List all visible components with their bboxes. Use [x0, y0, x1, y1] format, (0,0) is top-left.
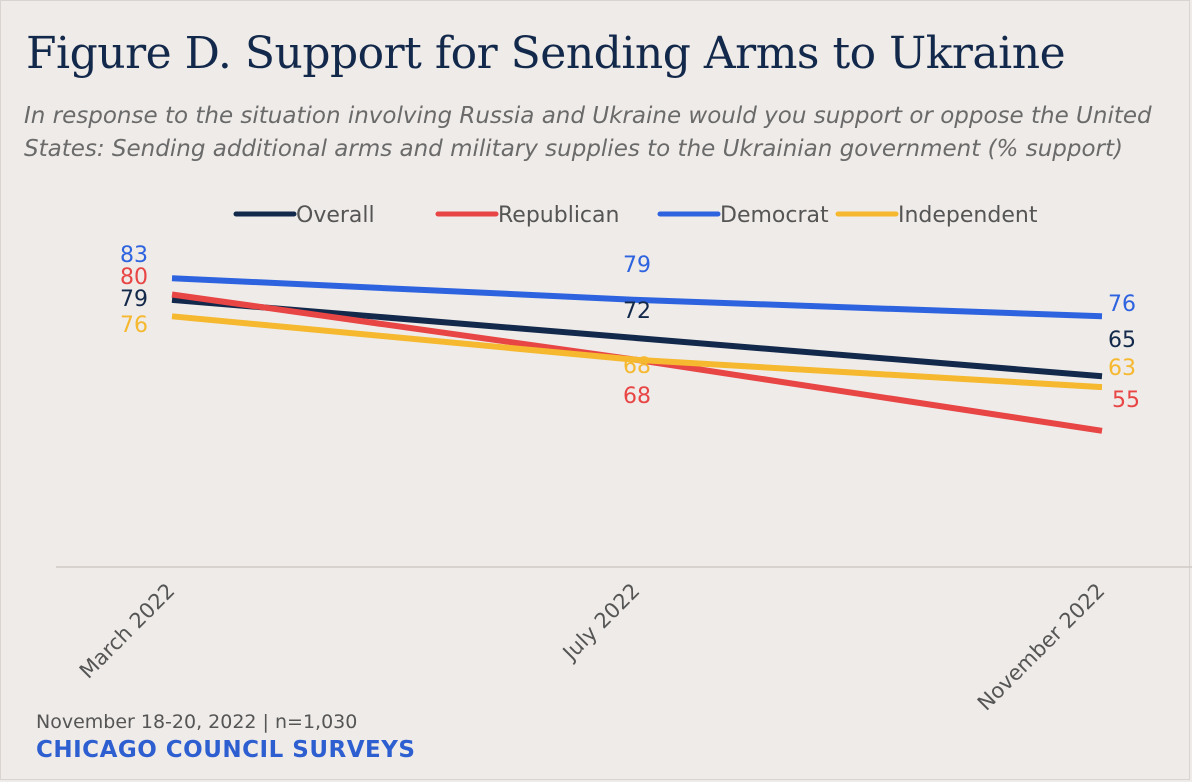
data-label-independent-july-2022: 68 [623, 354, 651, 379]
x-tick-label-march-2022: March 2022 [75, 579, 180, 684]
data-label-democrat-november-2022: 76 [1108, 292, 1136, 317]
legend-label-republican: Republican [498, 203, 619, 228]
data-label-independent-march-2022: 76 [120, 313, 148, 338]
data-label-overall-november-2022: 65 [1108, 328, 1136, 353]
series-line-democrat [171, 275, 1103, 320]
series-line-overall [171, 296, 1103, 380]
data-label-republican-march-2022: 80 [120, 265, 148, 290]
data-label-republican-november-2022: 55 [1112, 388, 1140, 413]
data-label-republican-july-2022: 68 [623, 384, 651, 409]
x-tick-label-july-2022: July 2022 [557, 579, 645, 667]
chart-title: Figure D. Support for Sending Arms to Uk… [26, 28, 1066, 79]
chart-subtitle: In response to the situation involving R… [24, 103, 1152, 162]
x-tick-label-november-2022: November 2022 [973, 579, 1110, 716]
data-label-overall-july-2022: 72 [623, 299, 651, 324]
legend-label-democrat: Democrat [720, 203, 829, 228]
legend-label-independent: Independent [898, 203, 1038, 228]
survey-meta: November 18-20, 2022 | n=1,030 [36, 711, 358, 733]
series-line-independent [171, 313, 1103, 391]
data-label-democrat-july-2022: 79 [623, 253, 651, 278]
brand-name: CHICAGO COUNCIL SURVEYS [36, 737, 416, 763]
data-label-independent-november-2022: 63 [1108, 356, 1136, 381]
data-label-democrat-march-2022: 83 [120, 243, 148, 268]
legend-label-overall: Overall [296, 203, 375, 228]
data-label-overall-march-2022: 79 [120, 287, 148, 312]
